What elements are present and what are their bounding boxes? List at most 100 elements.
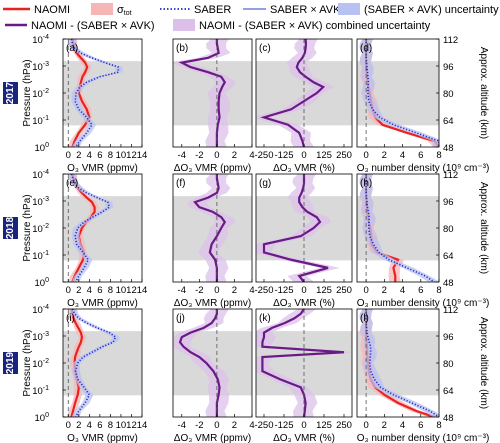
panel-letter: (i) bbox=[66, 313, 75, 324]
legend-naomi-label: NAOMI bbox=[34, 4, 70, 16]
y-tick-exponent: -4 bbox=[43, 34, 49, 41]
x-tick-label: 0 bbox=[214, 420, 219, 431]
x-tick-label: 12 bbox=[126, 285, 137, 296]
x-tick-label: 4 bbox=[87, 420, 92, 431]
panel-frame bbox=[172, 173, 253, 283]
y-right-tick-label: 80 bbox=[443, 89, 454, 100]
x-tick-label: 0 bbox=[66, 150, 71, 161]
y-right-tick-label: 64 bbox=[443, 386, 454, 397]
x-tick-label: 6 bbox=[97, 285, 102, 296]
row-2019: 2019 Pressure (hPa) Approx. altitude (km)(… bbox=[3, 304, 489, 443]
x-tick-label: 125 bbox=[316, 420, 332, 431]
panel-letter: (a) bbox=[66, 43, 78, 54]
x-tick-label: -125 bbox=[274, 285, 293, 296]
y-right-tick-label: 64 bbox=[443, 116, 454, 127]
uncertainty-band-2 bbox=[70, 309, 121, 417]
panel-frame bbox=[172, 308, 253, 418]
y-tick-label: 10-4 bbox=[32, 34, 49, 46]
x-tick-label: 2 bbox=[232, 285, 237, 296]
x-tick-label: 8 bbox=[108, 420, 113, 431]
legend-saber-band-swatch bbox=[338, 3, 360, 15]
x-tick-label: 6 bbox=[97, 420, 102, 431]
year-label: 2018 bbox=[5, 216, 16, 239]
x-tick-label: 125 bbox=[316, 150, 332, 161]
x-tick-label: 0 bbox=[66, 420, 71, 431]
y-tick-exponent: 0 bbox=[45, 277, 49, 284]
y-axis-label-right: Approx. altitude (km) bbox=[478, 182, 489, 274]
series-group bbox=[187, 174, 236, 282]
legend-saber-label: SABER bbox=[194, 4, 231, 16]
legend-sigma-swatch bbox=[91, 3, 113, 15]
x-axis-label: O₃ VMR (ppmv) bbox=[67, 163, 138, 174]
legend-diff-label: NAOMI - (SABER × AVK) bbox=[31, 20, 155, 32]
series-line-naomi bbox=[71, 39, 91, 147]
y-tick-label: 100 bbox=[35, 412, 50, 424]
y-tick-label: 10-2 bbox=[32, 88, 49, 100]
panel-f: (f) -4 -2 0 2 4 ΔO₃ VMR (ppmv) bbox=[172, 173, 255, 309]
x-tick-label: -2 bbox=[195, 285, 203, 296]
x-tick-label: 8 bbox=[436, 420, 441, 431]
x-tick-label: 8 bbox=[108, 285, 113, 296]
x-tick-label: 10 bbox=[116, 150, 127, 161]
panel-h: (h) 0 2 4 6 8 O₃ number density (10⁹ cm⁻³) 112 9… bbox=[356, 170, 490, 309]
y-axis-label: Pressure (hPa) bbox=[22, 59, 33, 126]
y-right-tick-label: 112 bbox=[443, 170, 458, 181]
panel-grid: 2017 Pressure (hPa) Approx. altitude (km)(… bbox=[3, 34, 489, 443]
x-tick-label: 2 bbox=[382, 150, 387, 161]
x-axis-label: ΔO₃ VMR (%) bbox=[273, 298, 335, 309]
y-right-tick-label: 64 bbox=[443, 251, 454, 262]
series-line-saber bbox=[71, 309, 117, 417]
panel-b: (b) -4 -2 0 2 4 ΔO₃ VMR (ppmv) bbox=[172, 38, 255, 174]
uncertainty-band-1 bbox=[173, 309, 230, 417]
y-tick-label: 10-3 bbox=[32, 331, 49, 343]
x-tick-label: 0 bbox=[301, 420, 306, 431]
x-tick-label: 125 bbox=[316, 285, 332, 296]
y-right-tick-label: 96 bbox=[443, 62, 454, 73]
y-tick-exponent: -3 bbox=[43, 331, 49, 338]
x-tick-label: 14 bbox=[137, 420, 148, 431]
series-line-naomi-saber-avk- bbox=[193, 174, 227, 282]
x-axis-label: ΔO₃ VMR (ppmv) bbox=[174, 298, 251, 309]
y-tick-label: 10-3 bbox=[32, 196, 49, 208]
panel-letter: (g) bbox=[259, 178, 271, 189]
series-line-saber bbox=[365, 174, 435, 282]
y-tick-exponent: -2 bbox=[43, 358, 49, 365]
y-tick-exponent: 0 bbox=[45, 142, 49, 149]
x-tick-label: -4 bbox=[178, 285, 186, 296]
series-line-naomi-saber-avk- bbox=[178, 39, 227, 147]
x-tick-label: 8 bbox=[436, 285, 441, 296]
x-tick-label: -2 bbox=[195, 420, 203, 431]
x-tick-label: 14 bbox=[137, 150, 148, 161]
y-tick-exponent: -2 bbox=[43, 88, 49, 95]
x-tick-label: 6 bbox=[418, 285, 423, 296]
panel-letter: (h) bbox=[360, 178, 372, 189]
legend-saber-avk-label: SABER × AVK bbox=[270, 4, 341, 16]
legend-diff-band-label: NAOMI - (SABER × AVK) combined uncertain… bbox=[199, 20, 431, 32]
x-tick-label: 4 bbox=[249, 420, 254, 431]
y-tick-label: 10-2 bbox=[32, 358, 49, 370]
x-tick-label: 8 bbox=[436, 150, 441, 161]
panel-letter: (b) bbox=[176, 43, 188, 54]
y-tick-exponent: -2 bbox=[43, 223, 49, 230]
year-label: 2019 bbox=[5, 351, 16, 374]
panel-d: (d) 0 2 4 6 8 O₃ number density (10⁹ cm⁻³) 112 9… bbox=[356, 35, 489, 174]
x-tick-label: 10 bbox=[116, 285, 127, 296]
x-tick-label: -250 bbox=[254, 420, 273, 431]
y-right-tick-label: 48 bbox=[443, 413, 454, 424]
x-tick-label: 2 bbox=[76, 150, 81, 161]
row-2018: 2018 Pressure (hPa) Approx. altitude (km)(… bbox=[3, 169, 489, 309]
x-tick-label: 0 bbox=[363, 420, 368, 431]
x-tick-label: 0 bbox=[66, 285, 71, 296]
y-right-tick-label: 48 bbox=[443, 143, 454, 154]
x-tick-label: 0 bbox=[363, 285, 368, 296]
panel-letter: (f) bbox=[176, 178, 185, 189]
x-tick-label: -125 bbox=[274, 150, 293, 161]
x-axis-label: O₃ number density (10⁹ cm⁻³) bbox=[357, 298, 490, 309]
x-tick-label: 2 bbox=[382, 285, 387, 296]
legend-diff-band-swatch bbox=[173, 19, 195, 31]
y-right-tick-label: 80 bbox=[443, 224, 454, 235]
